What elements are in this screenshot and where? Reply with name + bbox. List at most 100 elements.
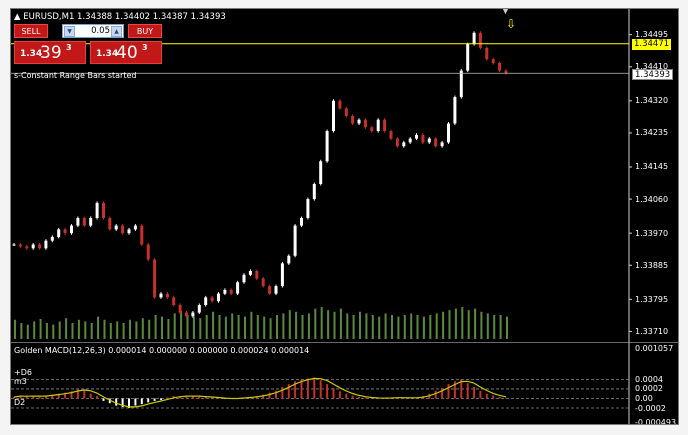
candle	[31, 244, 35, 249]
volume-bar	[129, 319, 131, 339]
volume-bar	[250, 311, 253, 339]
price-tick-label: 1.34060	[635, 194, 669, 204]
lot-size-input[interactable]	[76, 25, 110, 37]
volume-bar	[295, 311, 298, 339]
candle	[383, 119, 387, 131]
volume-bar	[244, 316, 246, 339]
level-label-m3: m3	[14, 377, 27, 386]
volume-bar	[480, 311, 483, 339]
volume-bar	[205, 315, 208, 339]
buy-price-button[interactable]: 1.34 40 3	[90, 41, 162, 64]
candle	[127, 229, 131, 234]
candle	[453, 97, 457, 124]
candle	[133, 225, 137, 230]
down-arrow-icon[interactable]: ⇩	[506, 17, 517, 31]
price-chart[interactable]	[11, 9, 678, 342]
candle	[242, 274, 246, 283]
candle	[172, 297, 176, 305]
volume-bar	[288, 310, 291, 339]
volume-bar	[474, 308, 477, 339]
candle	[280, 263, 284, 287]
candle	[12, 244, 16, 246]
candle	[466, 44, 470, 71]
lot-size-box: ▼ ▲	[62, 24, 124, 38]
triangle-marker-icon[interactable]: ▼	[502, 8, 509, 16]
volume-bar	[39, 319, 42, 339]
lot-increase-button[interactable]: ▲	[111, 26, 122, 37]
candle	[44, 240, 48, 249]
alert-price-tag[interactable]: 1.34471	[632, 39, 672, 50]
candle	[70, 225, 73, 234]
sell-button[interactable]: SELL	[14, 24, 48, 38]
candle	[146, 244, 150, 260]
volume-bar	[346, 313, 349, 339]
volume-bar	[416, 315, 419, 339]
candle	[153, 259, 157, 298]
candle	[306, 199, 310, 218]
candle	[459, 70, 463, 98]
symbol-quote-line: EURUSD,M1 1.34388 1.34402 1.34387 1.3439…	[23, 12, 226, 22]
volume-bar	[442, 311, 445, 339]
volume-bar	[301, 315, 304, 339]
volume-bar	[384, 313, 387, 339]
buy-button[interactable]: BUY	[128, 24, 162, 38]
sell-price-fraction: 3	[66, 43, 72, 52]
sell-price-prefix: 1.34	[20, 49, 43, 59]
candle	[344, 108, 348, 116]
price-tick-label: 1.33885	[635, 260, 669, 270]
volume-bar	[97, 316, 100, 339]
candle	[478, 32, 482, 48]
volume-bar	[141, 318, 144, 339]
volume-bar	[397, 316, 400, 339]
sell-price-button[interactable]: 1.34 39 3	[14, 41, 86, 64]
volume-bar	[378, 316, 381, 339]
volume-bar	[307, 313, 310, 339]
candle	[50, 236, 54, 241]
candle	[389, 131, 393, 139]
price-tick-label: 1.34145	[635, 162, 669, 172]
candle	[319, 161, 323, 184]
candle	[63, 229, 67, 234]
candle	[261, 278, 265, 287]
candle	[415, 134, 418, 139]
candle	[300, 218, 303, 226]
volume-bar	[359, 311, 361, 339]
candle	[82, 218, 86, 226]
indicator-tick-label: 0.0002	[635, 384, 663, 394]
volume-bar	[276, 315, 278, 339]
volume-bar	[467, 310, 470, 339]
volume-bar	[224, 316, 227, 339]
volume-bar	[365, 313, 368, 339]
volume-bar	[186, 315, 189, 339]
indicator-title: Golden MACD(12,26,3) 0.000014 0.000000 0…	[14, 346, 310, 355]
volume-bar	[403, 315, 406, 339]
candle	[287, 255, 291, 264]
candle	[95, 202, 99, 218]
volume-bar	[199, 318, 202, 339]
indicator-pane[interactable]	[11, 342, 678, 424]
chart-window[interactable]: ▲ EURUSD,M1 1.34388 1.34402 1.34387 1.34…	[10, 8, 679, 425]
one-click-trading-panel: SELL ▼ ▲ BUY 1.34 39 3 1.34 40 3	[14, 24, 162, 64]
volume-bar	[148, 319, 151, 339]
volume-bar	[454, 308, 457, 339]
volume-bar	[263, 316, 266, 339]
candle	[210, 297, 214, 302]
volume-bar	[314, 308, 317, 339]
candle	[504, 70, 508, 74]
volume-bar	[269, 318, 272, 339]
candle	[248, 271, 252, 275]
volume-bar	[493, 315, 496, 339]
bid-price-tag: 1.34393	[632, 69, 674, 80]
candle	[76, 218, 80, 226]
candle	[472, 32, 476, 45]
price-tick-label: 1.34320	[635, 96, 669, 106]
candle	[89, 218, 93, 226]
volume-bar	[212, 311, 215, 339]
level-label-d6: +D6	[14, 368, 32, 377]
volume-bar	[45, 323, 48, 339]
candle	[485, 47, 489, 60]
volume-bar	[256, 315, 259, 339]
candle	[18, 244, 22, 247]
collapse-triangle-icon[interactable]: ▲	[14, 12, 21, 22]
lot-decrease-button[interactable]: ▼	[64, 26, 75, 37]
